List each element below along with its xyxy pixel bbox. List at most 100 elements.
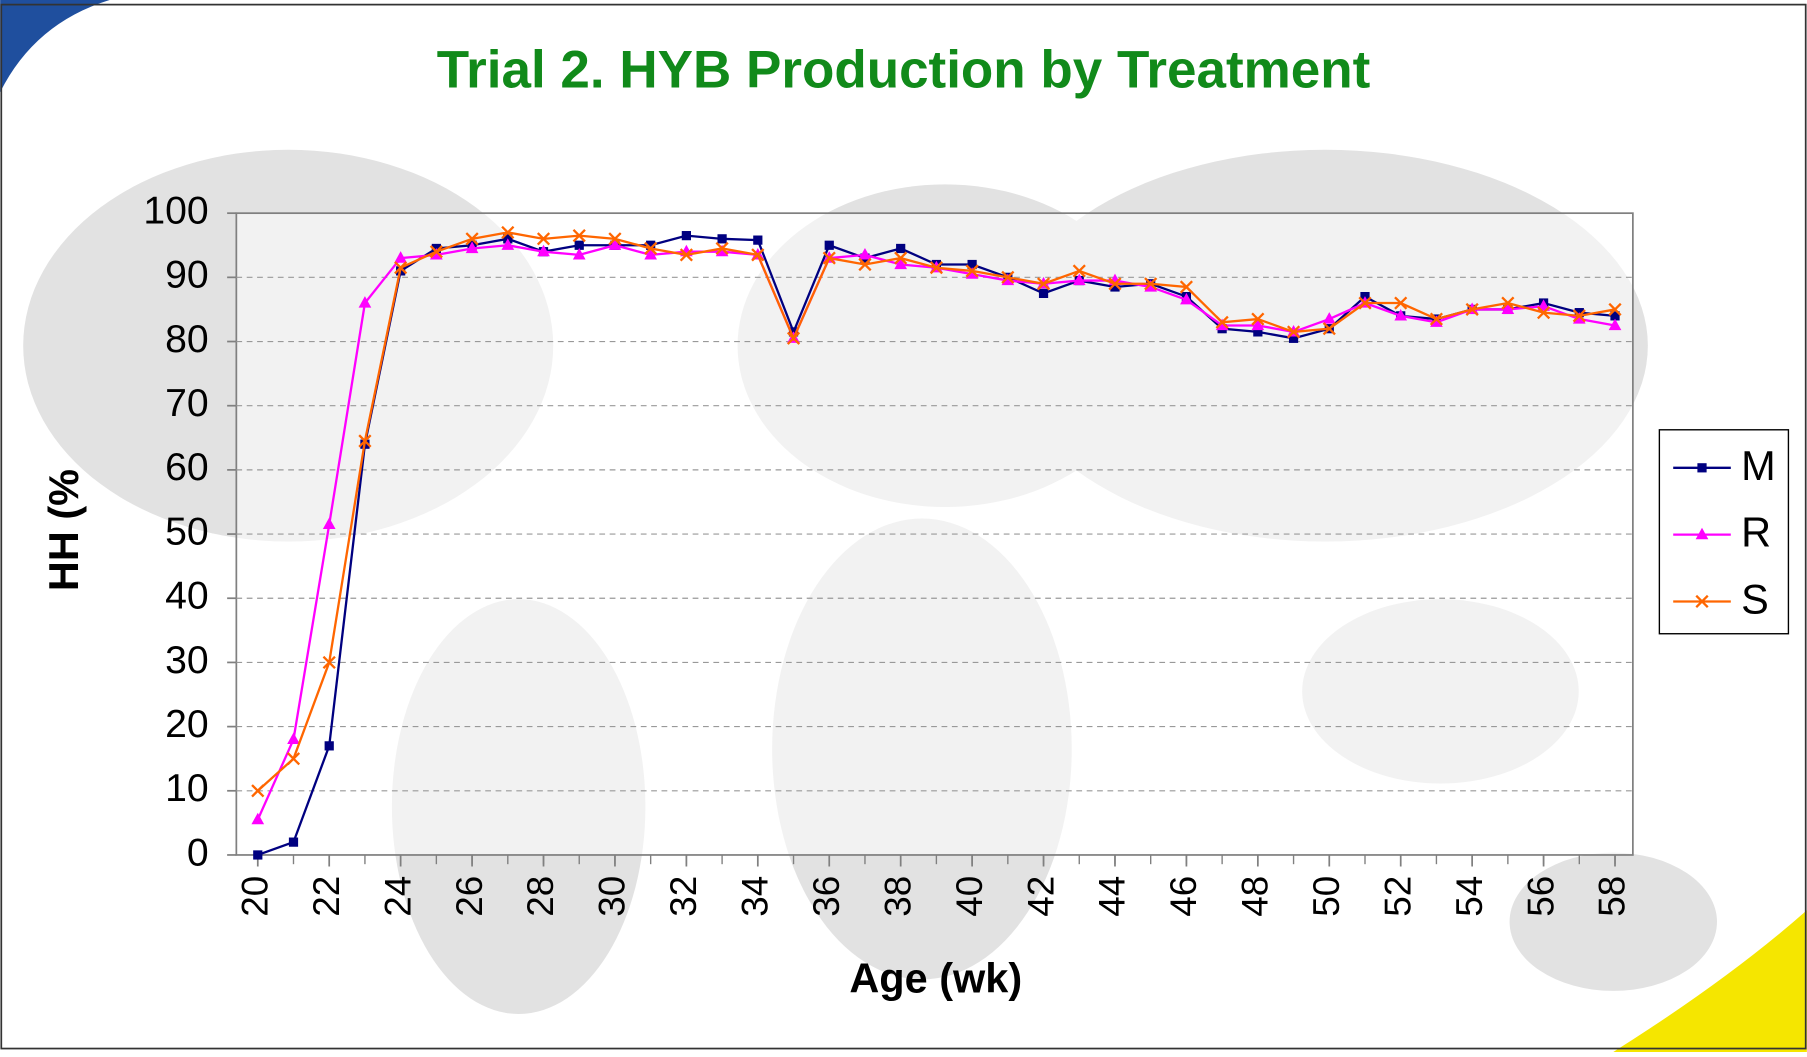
x-tick-label: 34: [735, 876, 776, 917]
y-tick-label: 10: [165, 767, 209, 810]
point: [1608, 318, 1622, 331]
corner-decoration: [1613, 910, 1807, 1052]
x-axis-label: Age (wk): [849, 955, 1022, 1002]
point: [1036, 277, 1051, 291]
point: [1001, 273, 1015, 286]
point: [1429, 312, 1444, 326]
x-tick-label: 44: [1092, 876, 1133, 917]
point: [894, 257, 908, 270]
point: [1286, 325, 1301, 339]
x-tick-label: 20: [235, 876, 276, 917]
point: [465, 241, 479, 254]
x-tick-label: 52: [1377, 876, 1418, 917]
y-tick-label: 50: [165, 510, 209, 553]
point: [822, 251, 836, 265]
x-tick-label: 56: [1520, 876, 1561, 917]
x-tick-label: 48: [1235, 876, 1276, 917]
x-tick-label: 50: [1306, 876, 1347, 917]
point: [679, 248, 693, 262]
point: [753, 235, 763, 245]
point: [501, 238, 515, 250]
x-tick-label: 36: [806, 876, 847, 917]
point: [253, 850, 263, 860]
point: [1608, 302, 1622, 317]
point: [1108, 277, 1122, 291]
point: [1430, 315, 1443, 327]
point: [1572, 309, 1586, 323]
x-tick-label: 54: [1449, 876, 1490, 917]
point: [1072, 273, 1086, 286]
legend-label: S: [1741, 576, 1769, 623]
point: [717, 234, 727, 244]
y-axis-label: HH (%: [40, 469, 87, 591]
point: [1180, 292, 1193, 305]
point: [1537, 306, 1551, 320]
point: [1110, 282, 1120, 292]
point: [288, 837, 299, 847]
point: [646, 240, 656, 250]
chart-title: Trial 2. HYB Production by Treatment: [437, 41, 1371, 100]
point: [751, 248, 765, 262]
y-tick-label: 40: [165, 575, 209, 618]
point: [608, 232, 622, 246]
x-tick-label: 42: [1020, 876, 1061, 917]
legend: [1658, 429, 1790, 635]
x-tick-label: 38: [877, 876, 918, 917]
point: [1251, 318, 1265, 331]
x-tick-label: 22: [306, 876, 347, 917]
point: [537, 244, 550, 257]
y-tick-label: 0: [187, 831, 209, 874]
x-tick-label: 40: [949, 876, 990, 917]
point: [965, 264, 979, 278]
point: [858, 247, 872, 260]
corner-decoration: [0, 0, 110, 93]
legend-marker: [1695, 527, 1709, 540]
point: [1215, 315, 1229, 329]
point: [1322, 312, 1336, 324]
point: [824, 240, 834, 250]
point: [715, 241, 729, 256]
x-tick-label: 32: [663, 876, 704, 917]
point: [1501, 296, 1515, 310]
point: [967, 259, 977, 270]
point: [536, 232, 551, 246]
point: [429, 245, 443, 259]
point: [608, 238, 622, 250]
y-tick-label: 20: [165, 703, 209, 746]
y-tick-label: 30: [165, 639, 209, 682]
point: [1144, 280, 1158, 292]
point: [322, 517, 336, 530]
point: [394, 251, 407, 263]
point: [894, 251, 908, 265]
point: [251, 812, 265, 825]
point: [644, 247, 658, 260]
point: [1251, 312, 1265, 326]
point: [501, 225, 515, 239]
x-tick-label: 58: [1592, 876, 1633, 917]
point: [251, 784, 265, 798]
point: [1322, 322, 1336, 336]
point: [1001, 270, 1015, 284]
point: [929, 261, 943, 275]
point: [681, 231, 691, 241]
point: [1253, 327, 1263, 337]
x-tick-label: 24: [377, 876, 418, 917]
point: [287, 732, 300, 745]
y-tick-label: 100: [143, 190, 208, 233]
point: [465, 232, 479, 246]
x-tick-label: 26: [449, 876, 490, 917]
point: [1465, 302, 1479, 317]
point: [324, 741, 334, 751]
legend-label: M: [1741, 442, 1776, 489]
y-tick-label: 90: [165, 254, 209, 297]
point: [1501, 302, 1515, 315]
legend-marker: [1695, 594, 1709, 609]
point: [430, 247, 443, 260]
point: [322, 655, 336, 670]
point: [1038, 288, 1049, 298]
point: [1394, 296, 1408, 310]
legend-label: R: [1741, 509, 1771, 556]
x-tick-label: 30: [592, 876, 633, 917]
point: [965, 267, 979, 279]
